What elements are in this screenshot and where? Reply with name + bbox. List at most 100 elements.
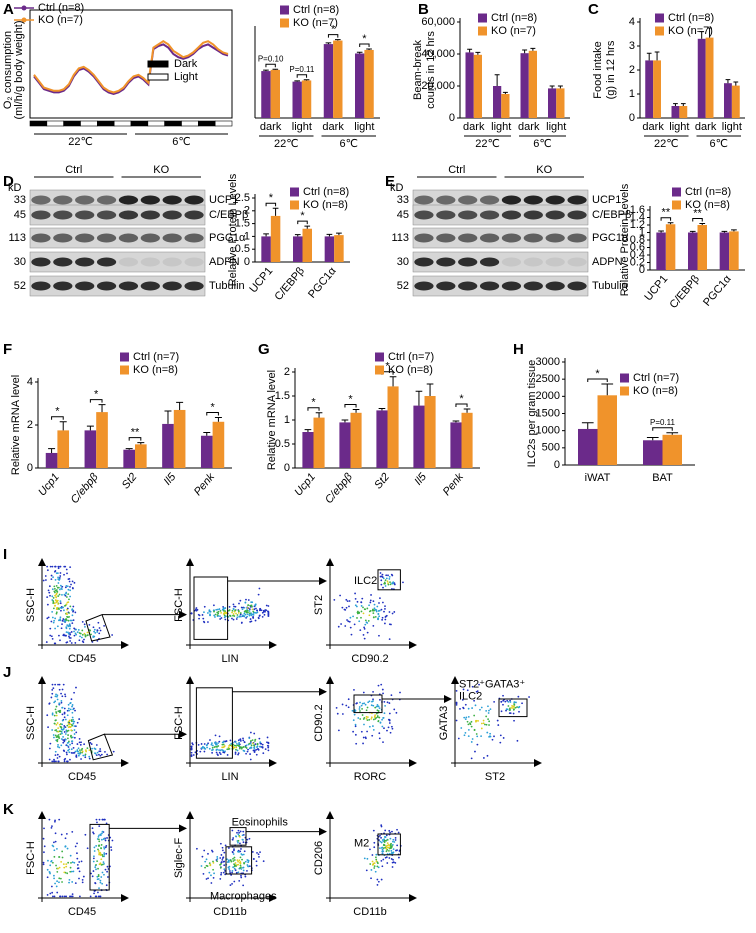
event-dot [240, 746, 242, 748]
event-dot [63, 573, 65, 576]
event-dot [98, 844, 101, 847]
event-dot [54, 840, 57, 843]
event-dot [56, 694, 59, 697]
y-tick-label: 40,000 [421, 48, 455, 60]
event-dot [93, 850, 96, 852]
event-dot [53, 736, 55, 739]
event-dot [506, 699, 509, 702]
event-dot [69, 566, 72, 569]
event-dot [388, 852, 391, 855]
event-dot [206, 865, 209, 867]
event-dot [48, 747, 51, 750]
event-dot [384, 836, 387, 839]
event-dot [383, 712, 386, 715]
event-dot [61, 881, 63, 883]
event-dot [264, 610, 266, 613]
event-dot [55, 593, 58, 596]
event-dot [231, 617, 233, 620]
event-dot [65, 865, 68, 868]
event-dot [46, 596, 49, 599]
bar [323, 44, 334, 118]
event-dot [69, 702, 72, 705]
event-dot [201, 614, 204, 616]
significance: P=0.11 [289, 65, 315, 74]
event-dot [509, 712, 512, 715]
event-dot [211, 850, 214, 853]
event-dot [236, 616, 239, 619]
event-dot [217, 742, 219, 745]
event-dot [80, 860, 83, 863]
y-tick-label: 3000 [536, 356, 560, 368]
event-dot [205, 744, 208, 747]
event-dot [372, 600, 375, 603]
event-dot [476, 735, 479, 738]
event-dot [63, 760, 66, 763]
event-dot [57, 565, 60, 568]
event-dot [60, 833, 63, 836]
panel-letter: D [3, 173, 14, 190]
event-dot [59, 588, 61, 591]
event-dot [76, 631, 79, 634]
event-dot [267, 746, 270, 749]
event-dot [52, 576, 54, 579]
bar [45, 452, 58, 468]
event-dot [66, 572, 68, 575]
event-dot [246, 869, 248, 872]
blot-band [96, 281, 117, 291]
event-dot [66, 624, 69, 627]
event-dot [91, 827, 94, 830]
y-tick-label: 0.6 [630, 241, 645, 253]
cycle-bar [80, 120, 98, 127]
event-dot [232, 837, 235, 839]
blot-band [53, 233, 73, 243]
event-dot [480, 722, 483, 725]
event-dot [93, 630, 95, 633]
event-dot [76, 852, 78, 855]
blot-strip [412, 204, 589, 226]
event-dot [373, 865, 376, 867]
event-dot [78, 877, 80, 880]
legend-swatch [655, 13, 664, 23]
event-dot [58, 755, 61, 758]
event-dot [244, 746, 247, 749]
kd-marker: 45 [397, 209, 409, 221]
event-dot [361, 702, 364, 705]
cycle-label: Dark [174, 58, 198, 70]
error-bar [654, 51, 660, 61]
event-dot [106, 837, 108, 839]
event-dot [43, 851, 45, 854]
event-dot [71, 861, 74, 864]
event-dot [239, 740, 242, 742]
y-tick-label: 60,000 [421, 16, 455, 28]
y-tick-label: 4 [27, 376, 33, 388]
event-dot [464, 731, 467, 734]
event-dot [70, 619, 73, 622]
event-dot [370, 877, 372, 880]
event-dot [480, 735, 482, 738]
event-dot [266, 741, 268, 744]
event-dot [97, 874, 100, 876]
event-dot [238, 859, 241, 862]
event-dot [212, 604, 215, 607]
event-dot [379, 847, 381, 850]
event-dot [64, 718, 67, 721]
event-dot [75, 633, 78, 636]
event-dot [348, 605, 350, 608]
event-dot [112, 750, 115, 753]
event-dot [60, 861, 63, 863]
event-dot [217, 612, 220, 615]
event-dot [90, 872, 92, 875]
event-dot [238, 831, 241, 834]
flow-x-label: CD11b [353, 906, 386, 918]
event-dot [57, 730, 60, 733]
event-dot [386, 701, 389, 704]
event-dot [100, 847, 102, 849]
event-dot [238, 615, 241, 618]
blot-band [501, 257, 522, 267]
event-dot [52, 845, 55, 848]
event-dot [355, 605, 358, 608]
event-dot [64, 845, 67, 848]
sig-bracket [297, 220, 308, 225]
event-dot [235, 746, 238, 749]
event-dot [455, 689, 458, 692]
